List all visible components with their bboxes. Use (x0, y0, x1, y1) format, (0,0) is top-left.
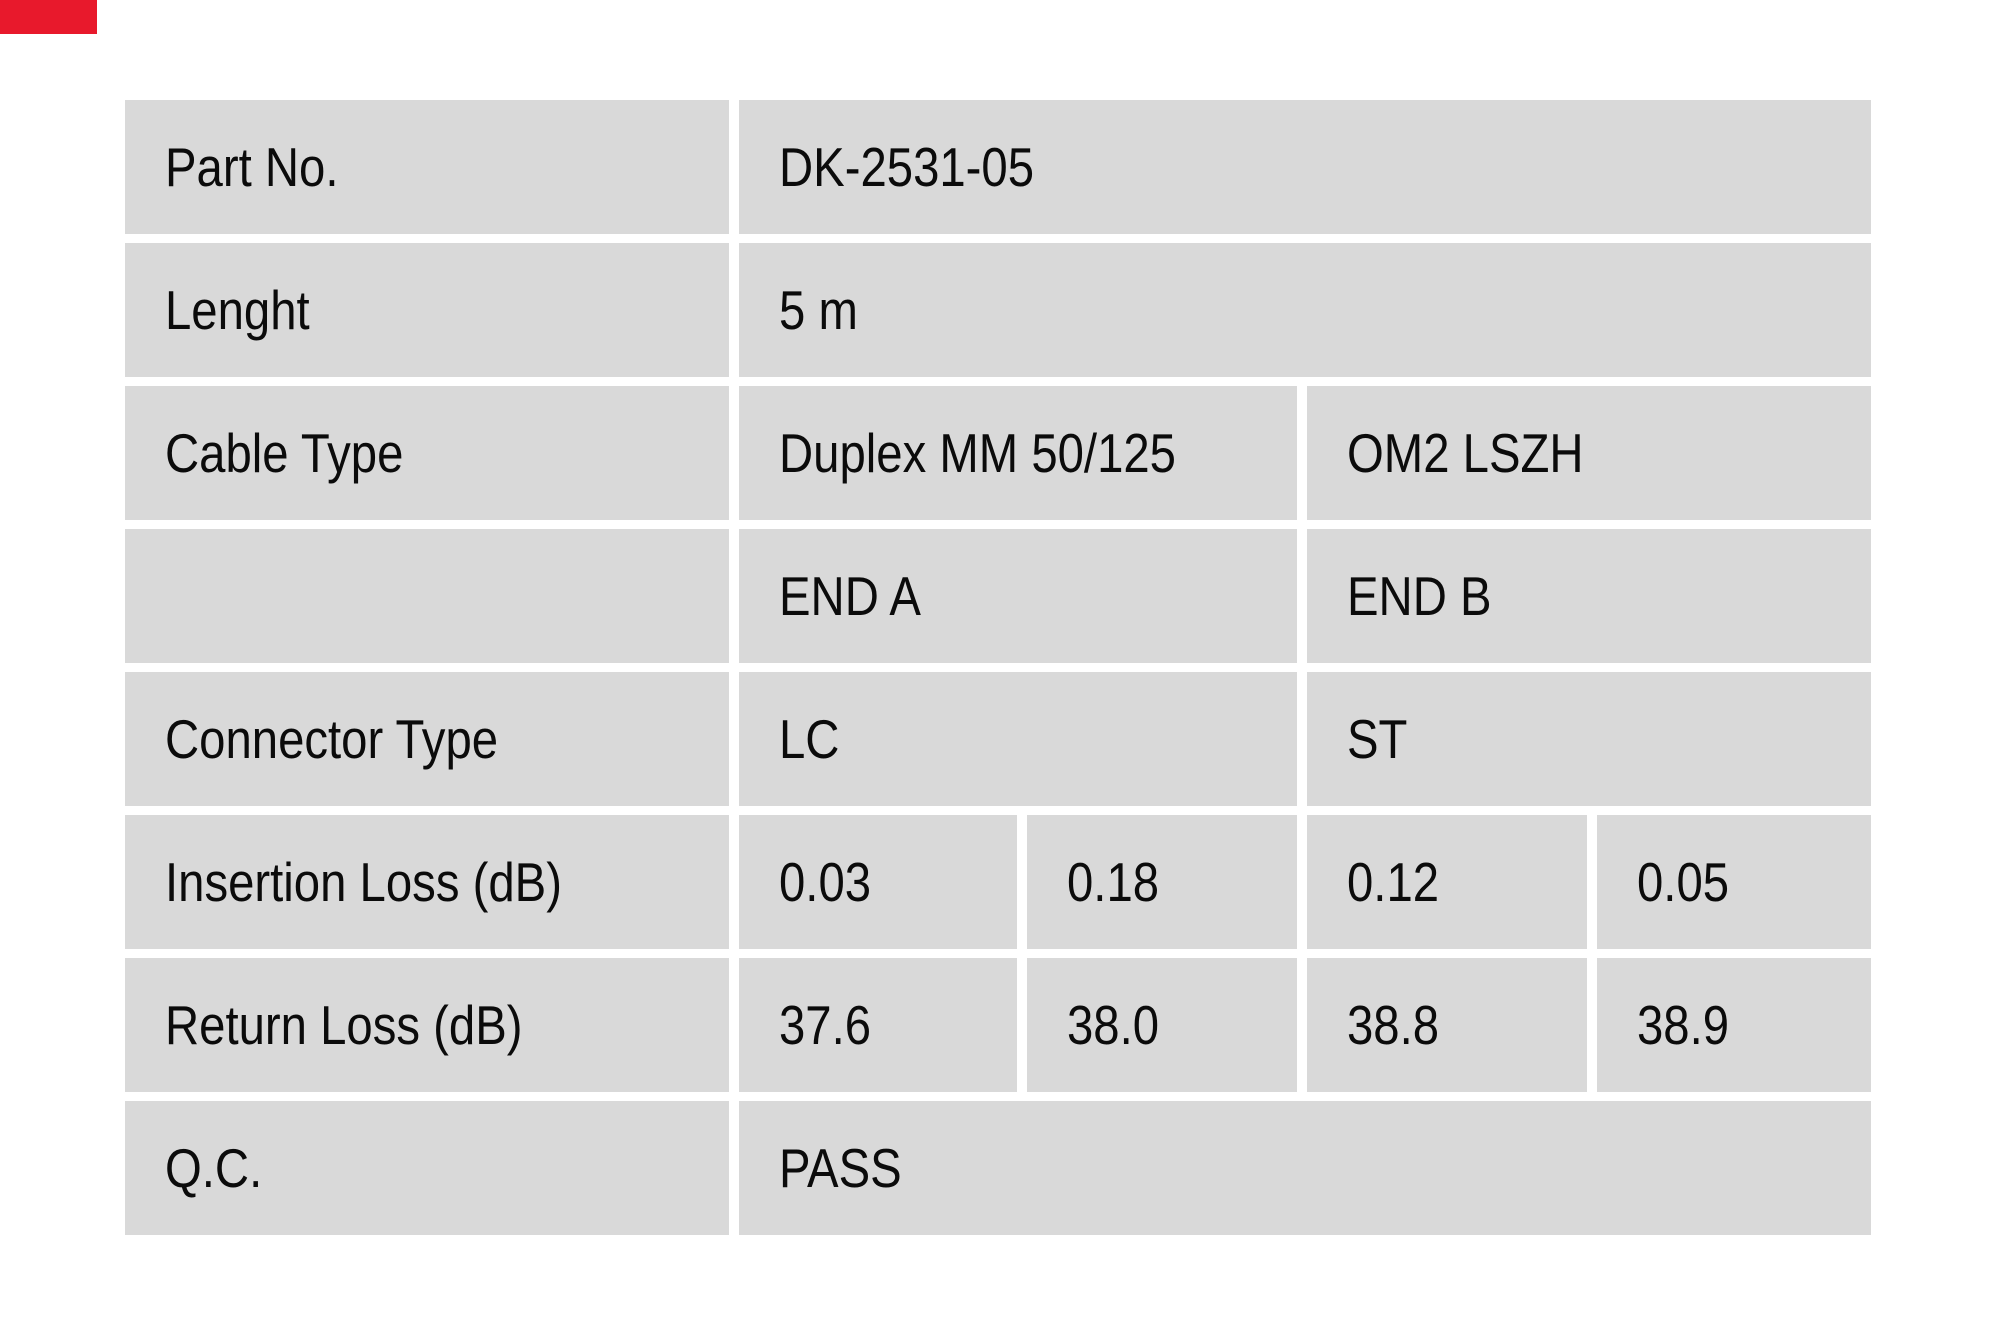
cell-insertion-loss-a1: 0.03 (739, 815, 1017, 949)
row-label-qc: Q.C. (125, 1101, 729, 1235)
cell-return-loss-b2: 38.9 (1597, 958, 1871, 1092)
length-value: 5 m (779, 279, 858, 341)
return-loss-b1: 38.8 (1347, 994, 1440, 1056)
qc-label: Q.C. (165, 1137, 263, 1199)
row-label-cable-type: Cable Type (125, 386, 729, 520)
insertion-loss-a1: 0.03 (779, 851, 872, 913)
qc-spec-table: Part No. DK-2531-05 Lenght 5 m Cable Typ… (125, 100, 1871, 1235)
return-loss-b2: 38.9 (1637, 994, 1730, 1056)
connector-type-label: Connector Type (165, 708, 499, 770)
cell-connector-b: ST (1307, 672, 1871, 806)
row-label-empty (125, 529, 729, 663)
return-loss-a2: 38.0 (1067, 994, 1160, 1056)
insertion-loss-b1: 0.12 (1347, 851, 1440, 913)
part-no-label: Part No. (165, 136, 339, 198)
cell-cable-type-a: Duplex MM 50/125 (739, 386, 1297, 520)
cell-insertion-loss-b2: 0.05 (1597, 815, 1871, 949)
cell-return-loss-b1: 38.8 (1307, 958, 1587, 1092)
qc-value: PASS (779, 1137, 902, 1199)
cell-return-loss-a2: 38.0 (1027, 958, 1297, 1092)
cable-type-value-b: OM2 LSZH (1347, 422, 1584, 484)
end-a-header: END A (779, 565, 921, 627)
cell-connector-a: LC (739, 672, 1297, 806)
row-label-connector-type: Connector Type (125, 672, 729, 806)
cell-end-b-header: END B (1307, 529, 1871, 663)
brand-red-corner-mark (0, 0, 97, 34)
return-loss-label: Return Loss (dB) (165, 994, 523, 1056)
row-label-insertion-loss: Insertion Loss (dB) (125, 815, 729, 949)
row-label-return-loss: Return Loss (dB) (125, 958, 729, 1092)
insertion-loss-b2: 0.05 (1637, 851, 1730, 913)
cell-insertion-loss-a2: 0.18 (1027, 815, 1297, 949)
length-label: Lenght (165, 279, 310, 341)
cell-cable-type-b: OM2 LSZH (1307, 386, 1871, 520)
insertion-loss-a2: 0.18 (1067, 851, 1160, 913)
part-no-value: DK-2531-05 (779, 136, 1035, 198)
cable-type-label: Cable Type (165, 422, 404, 484)
cell-part-no-value: DK-2531-05 (739, 100, 1871, 234)
cell-return-loss-a1: 37.6 (739, 958, 1017, 1092)
insertion-loss-label: Insertion Loss (dB) (165, 851, 562, 913)
end-b-header: END B (1347, 565, 1492, 627)
cell-length-value: 5 m (739, 243, 1871, 377)
connector-value-a: LC (779, 708, 840, 770)
row-label-length: Lenght (125, 243, 729, 377)
cell-insertion-loss-b1: 0.12 (1307, 815, 1587, 949)
cell-end-a-header: END A (739, 529, 1297, 663)
return-loss-a1: 37.6 (779, 994, 872, 1056)
connector-value-b: ST (1347, 708, 1408, 770)
row-label-part-no: Part No. (125, 100, 729, 234)
cell-qc-value: PASS (739, 1101, 1871, 1235)
cable-type-value-a: Duplex MM 50/125 (779, 422, 1176, 484)
